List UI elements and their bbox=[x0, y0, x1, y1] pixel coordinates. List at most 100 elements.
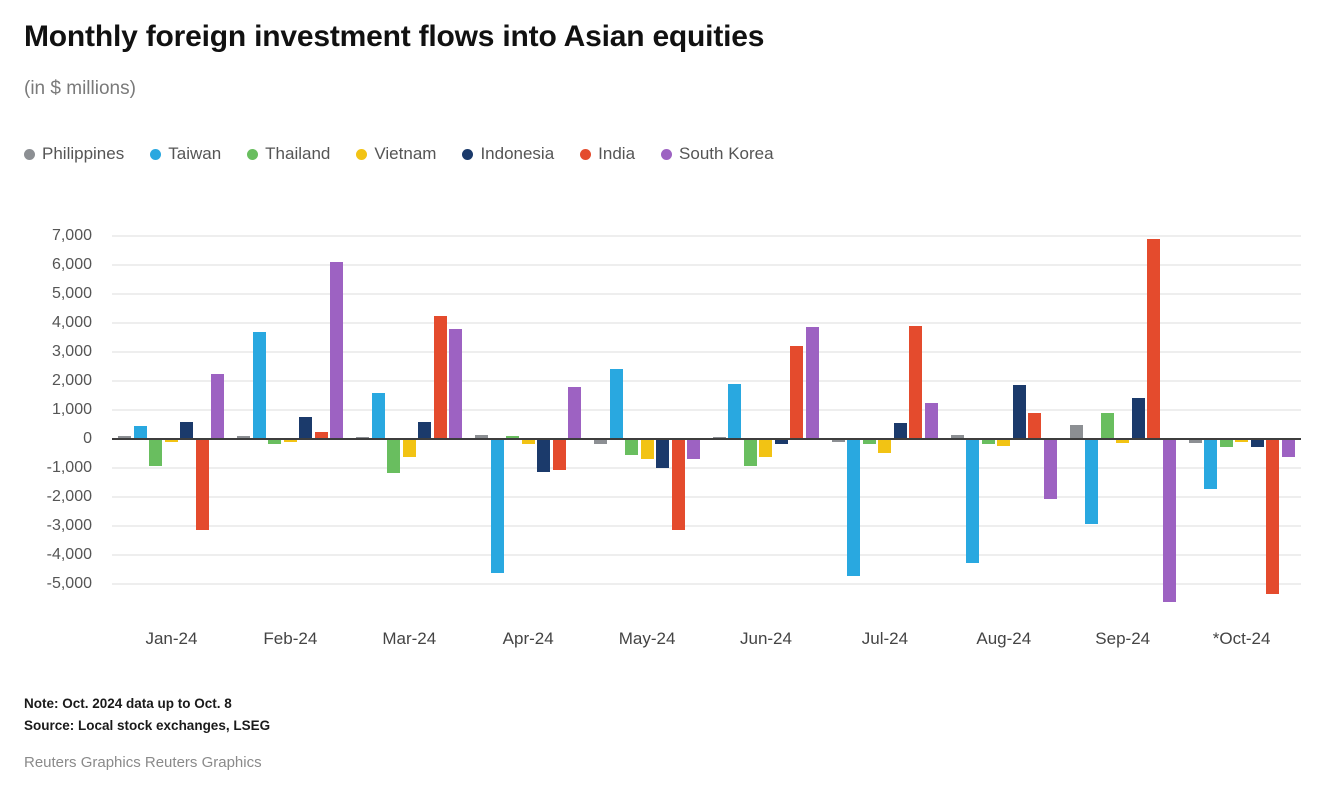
x-tick-label: Sep-24 bbox=[1095, 629, 1151, 648]
bar-thailand-Mar-24 bbox=[387, 440, 401, 474]
bar-south-korea-Apr-24 bbox=[568, 386, 582, 439]
bar-thailand-Oct-24 bbox=[1219, 440, 1233, 448]
bar-south-korea-Jul-24 bbox=[924, 402, 938, 439]
legend-label: Vietnam bbox=[374, 144, 437, 163]
y-tick-label: 1,000 bbox=[51, 401, 92, 418]
gridline bbox=[112, 380, 1301, 382]
y-tick-label: 7,000 bbox=[51, 227, 92, 244]
legend-item-south-korea: South Korea bbox=[661, 144, 774, 164]
gridline bbox=[112, 264, 1301, 266]
note-line: Note: Oct. 2024 data up to Oct. 8 bbox=[24, 696, 232, 711]
source-line: Source: Local stock exchanges, LSEG bbox=[24, 718, 271, 734]
gridline bbox=[112, 409, 1301, 411]
gridline bbox=[112, 525, 1301, 527]
gridline bbox=[112, 583, 1301, 585]
gridline bbox=[112, 235, 1301, 237]
bar-india-Oct-24 bbox=[1266, 440, 1280, 594]
y-tick-label: 3,000 bbox=[51, 343, 92, 360]
credit-line: Reuters Graphics Reuters Graphics bbox=[24, 753, 262, 771]
bar-indonesia-Oct-24 bbox=[1250, 440, 1264, 448]
bar-indonesia-Jan-24 bbox=[180, 421, 194, 439]
legend-item-taiwan: Taiwan bbox=[150, 144, 221, 164]
bar-india-Sep-24 bbox=[1147, 238, 1161, 439]
chart-subtitle: (in $ millions) bbox=[24, 78, 136, 99]
bar-india-Jan-24 bbox=[195, 440, 209, 530]
bar-indonesia-Sep-24 bbox=[1131, 398, 1145, 439]
bar-south-korea-Feb-24 bbox=[330, 262, 344, 439]
y-axis-labels: 7,000 6,000 5,000 4,000 3,000 2,000 1,000 0 -1,0… bbox=[24, 227, 102, 613]
bar-vietnam-Jul-24 bbox=[878, 440, 892, 454]
bar-south-korea-Jan-24 bbox=[211, 373, 225, 439]
bar-taiwan-Sep-24 bbox=[1085, 440, 1099, 525]
bar-india-Apr-24 bbox=[552, 440, 566, 471]
bar-taiwan-Mar-24 bbox=[371, 392, 385, 439]
legend-dot-icon bbox=[661, 148, 673, 160]
gridline bbox=[112, 554, 1301, 556]
bar-south-korea-Aug-24 bbox=[1043, 440, 1057, 500]
bar-vietnam-Apr-24 bbox=[521, 440, 535, 445]
bar-thailand-Apr-24 bbox=[506, 436, 520, 439]
y-tick-label: 2,000 bbox=[51, 372, 92, 389]
legend-item-thailand: Thailand bbox=[247, 144, 330, 164]
bar-philippines-May-24 bbox=[594, 440, 608, 445]
bar-thailand-Feb-24 bbox=[268, 440, 282, 445]
bar-philippines-Jan-24 bbox=[118, 436, 132, 439]
x-tick-label: Aug-24 bbox=[976, 629, 1032, 648]
bar-vietnam-Aug-24 bbox=[997, 440, 1011, 446]
notes-block: Note: Oct. 2024 data up to Oct. 8 Source… bbox=[24, 693, 1305, 738]
bar-taiwan-May-24 bbox=[609, 369, 623, 439]
bar-taiwan-Aug-24 bbox=[966, 440, 980, 564]
bar-south-korea-Sep-24 bbox=[1162, 440, 1176, 603]
bar-india-Aug-24 bbox=[1028, 412, 1042, 439]
bar-india-Jun-24 bbox=[790, 346, 804, 439]
gridline bbox=[112, 322, 1301, 324]
gridline bbox=[112, 467, 1301, 469]
bar-vietnam-Sep-24 bbox=[1116, 440, 1130, 443]
legend-label: India bbox=[598, 144, 636, 163]
bar-thailand-Sep-24 bbox=[1100, 412, 1114, 439]
legend: Philippines Taiwan Thailand Vietnam Indonesi… bbox=[24, 144, 1305, 164]
bar-vietnam-Mar-24 bbox=[402, 440, 416, 458]
bar-south-korea-Mar-24 bbox=[449, 328, 463, 439]
x-tick-label: Jul-24 bbox=[861, 629, 909, 648]
legend-label: South Korea bbox=[679, 144, 774, 163]
x-tick-label: Jan-24 bbox=[145, 629, 198, 648]
bar-taiwan-Apr-24 bbox=[490, 440, 504, 574]
bar-philippines-Oct-24 bbox=[1188, 440, 1202, 443]
bar-taiwan-Jul-24 bbox=[847, 440, 861, 577]
bar-indonesia-Apr-24 bbox=[537, 440, 551, 472]
bar-vietnam-Oct-24 bbox=[1235, 440, 1249, 443]
zero-axis-line bbox=[112, 438, 1301, 440]
gridline bbox=[112, 293, 1301, 295]
bar-philippines-Feb-24 bbox=[237, 436, 251, 439]
y-tick-label: -3,000 bbox=[46, 517, 92, 534]
chart-title: Monthly foreign investment flows into As… bbox=[24, 20, 765, 53]
bar-indonesia-Jul-24 bbox=[893, 423, 907, 439]
legend-dot-icon bbox=[356, 148, 368, 160]
legend-dot-icon bbox=[247, 148, 259, 160]
legend-item-philippines: Philippines bbox=[24, 144, 124, 164]
x-tick-label: May-24 bbox=[618, 629, 676, 648]
x-tick-label: Apr-24 bbox=[502, 629, 554, 648]
bar-vietnam-Jun-24 bbox=[759, 440, 773, 458]
bar-south-korea-Jun-24 bbox=[805, 327, 819, 439]
bar-taiwan-Jun-24 bbox=[728, 383, 742, 439]
bar-vietnam-Feb-24 bbox=[283, 440, 297, 442]
y-tick-label: -1,000 bbox=[46, 459, 92, 476]
bar-india-May-24 bbox=[671, 440, 685, 530]
legend-label: Indonesia bbox=[480, 144, 555, 163]
legend-dot-icon bbox=[462, 148, 474, 160]
y-tick-label: -4,000 bbox=[46, 546, 92, 563]
bar-thailand-May-24 bbox=[625, 440, 639, 455]
bar-chart: 7,000 6,000 5,000 4,000 3,000 2,000 1,000 0 -1,0… bbox=[24, 227, 1305, 613]
legend-dot-icon bbox=[24, 148, 35, 160]
bar-south-korea-Oct-24 bbox=[1281, 440, 1295, 458]
bar-philippines-Aug-24 bbox=[950, 434, 964, 439]
legend-item-india: India bbox=[580, 144, 635, 164]
x-tick-label: Feb-24 bbox=[263, 629, 318, 648]
page: Monthly foreign investment flows into As… bbox=[24, 20, 1305, 771]
plot-area bbox=[112, 235, 1301, 613]
y-tick-label: 6,000 bbox=[51, 256, 92, 273]
bar-thailand-Jun-24 bbox=[743, 440, 757, 467]
gridline bbox=[112, 351, 1301, 353]
